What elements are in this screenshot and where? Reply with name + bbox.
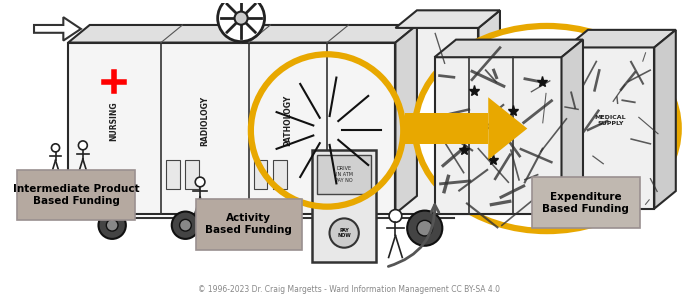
Bar <box>166 160 179 189</box>
Circle shape <box>51 144 60 152</box>
Polygon shape <box>654 30 676 209</box>
Circle shape <box>172 212 199 239</box>
Text: PATHOLOGY: PATHOLOGY <box>284 95 292 146</box>
Polygon shape <box>395 10 500 28</box>
Circle shape <box>389 209 402 222</box>
Bar <box>254 160 267 189</box>
Bar <box>532 177 640 228</box>
Polygon shape <box>34 17 81 41</box>
Circle shape <box>250 212 277 239</box>
Text: Activity
Based Funding: Activity Based Funding <box>206 213 292 235</box>
Bar <box>17 169 135 220</box>
Polygon shape <box>395 25 417 213</box>
Polygon shape <box>68 42 395 213</box>
Circle shape <box>78 141 87 150</box>
Text: Expenditure
Based Funding: Expenditure Based Funding <box>543 192 630 214</box>
Text: Intermediate Product
Based Funding: Intermediate Product Based Funding <box>13 184 139 206</box>
FancyArrowPatch shape <box>388 205 439 266</box>
Circle shape <box>99 212 126 239</box>
Text: MEDICAL
SUPPLY: MEDICAL SUPPLY <box>417 111 456 130</box>
Polygon shape <box>479 10 500 213</box>
Circle shape <box>106 219 118 231</box>
Polygon shape <box>566 30 676 48</box>
Text: RADIOLOGY: RADIOLOGY <box>201 96 210 146</box>
Polygon shape <box>68 25 417 42</box>
Circle shape <box>417 220 432 236</box>
Bar <box>317 155 371 194</box>
Text: © 1996-2023 Dr. Craig Margetts - Ward Information Management CC BY-SA 4.0: © 1996-2023 Dr. Craig Margetts - Ward In… <box>198 285 500 293</box>
Bar <box>406 113 488 144</box>
Circle shape <box>328 212 356 239</box>
Bar <box>186 160 199 189</box>
Circle shape <box>336 219 347 231</box>
Text: NURSING: NURSING <box>110 101 119 141</box>
Ellipse shape <box>415 26 679 231</box>
Circle shape <box>179 219 191 231</box>
Polygon shape <box>395 28 479 213</box>
Bar <box>273 160 287 189</box>
Circle shape <box>234 11 248 25</box>
Bar <box>312 150 376 262</box>
Bar <box>351 160 365 189</box>
Text: MEDICAL
SUPPLY: MEDICAL SUPPLY <box>595 115 626 126</box>
Circle shape <box>329 219 359 248</box>
Text: PAY
NOW: PAY NOW <box>337 228 351 238</box>
Circle shape <box>195 177 205 187</box>
Bar <box>332 160 346 189</box>
Polygon shape <box>488 97 527 160</box>
Circle shape <box>407 211 443 246</box>
Polygon shape <box>434 40 583 57</box>
Circle shape <box>258 219 269 231</box>
Polygon shape <box>434 57 562 213</box>
Text: DRIVE
IN ATM
PAY NO: DRIVE IN ATM PAY NO <box>336 166 353 183</box>
Circle shape <box>218 0 264 42</box>
Polygon shape <box>566 48 654 209</box>
Polygon shape <box>562 40 583 213</box>
Bar <box>196 199 301 250</box>
